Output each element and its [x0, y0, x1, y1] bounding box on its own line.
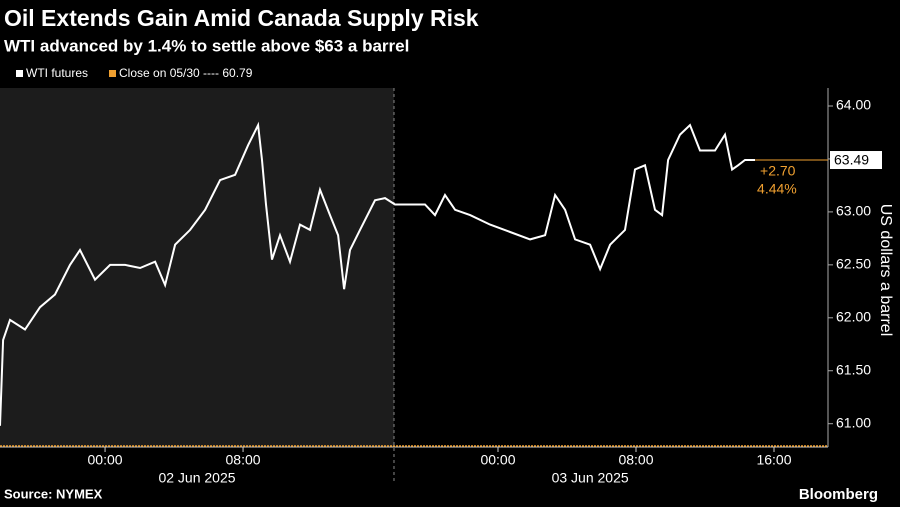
- date-label: 03 Jun 2025: [552, 470, 629, 486]
- chart-subtitle: WTI advanced by 1.4% to settle above $63…: [4, 36, 409, 55]
- y-tick-label: 62.50: [836, 256, 871, 272]
- change-pct-label: 4.44%: [757, 181, 797, 197]
- y-tick-label: 64.00: [836, 97, 871, 113]
- y-tick-label: 63.00: [836, 203, 871, 219]
- y-tick-label: 61.00: [836, 414, 871, 430]
- last-value-box: [830, 151, 882, 170]
- y-tick-label: 62.00: [836, 309, 871, 325]
- x-tick-label: 08:00: [618, 452, 653, 468]
- y-axis-label: US dollars a barrel: [877, 204, 894, 337]
- change-label: +2.70: [760, 163, 796, 179]
- legend-swatch: [16, 70, 23, 77]
- source: Source: NYMEX: [4, 486, 103, 501]
- x-tick-label: 16:00: [756, 452, 791, 468]
- last-value-label: 63.49: [834, 152, 869, 168]
- date-label: 02 Jun 2025: [158, 470, 235, 486]
- y-tick-label: 61.50: [836, 361, 871, 377]
- x-tick-label: 00:00: [88, 452, 123, 468]
- brand: Bloomberg: [799, 486, 878, 503]
- legend-label: Close on 05/30 ---- 60.79: [119, 66, 253, 80]
- legend-swatch: [109, 70, 116, 77]
- session-shade: [0, 88, 394, 447]
- legend-label: WTI futures: [26, 66, 88, 80]
- price-line: [0, 121, 755, 426]
- x-tick-label: 08:00: [226, 452, 261, 468]
- chart-title: Oil Extends Gain Amid Canada Supply Risk: [4, 5, 479, 31]
- x-tick-label: 00:00: [480, 452, 515, 468]
